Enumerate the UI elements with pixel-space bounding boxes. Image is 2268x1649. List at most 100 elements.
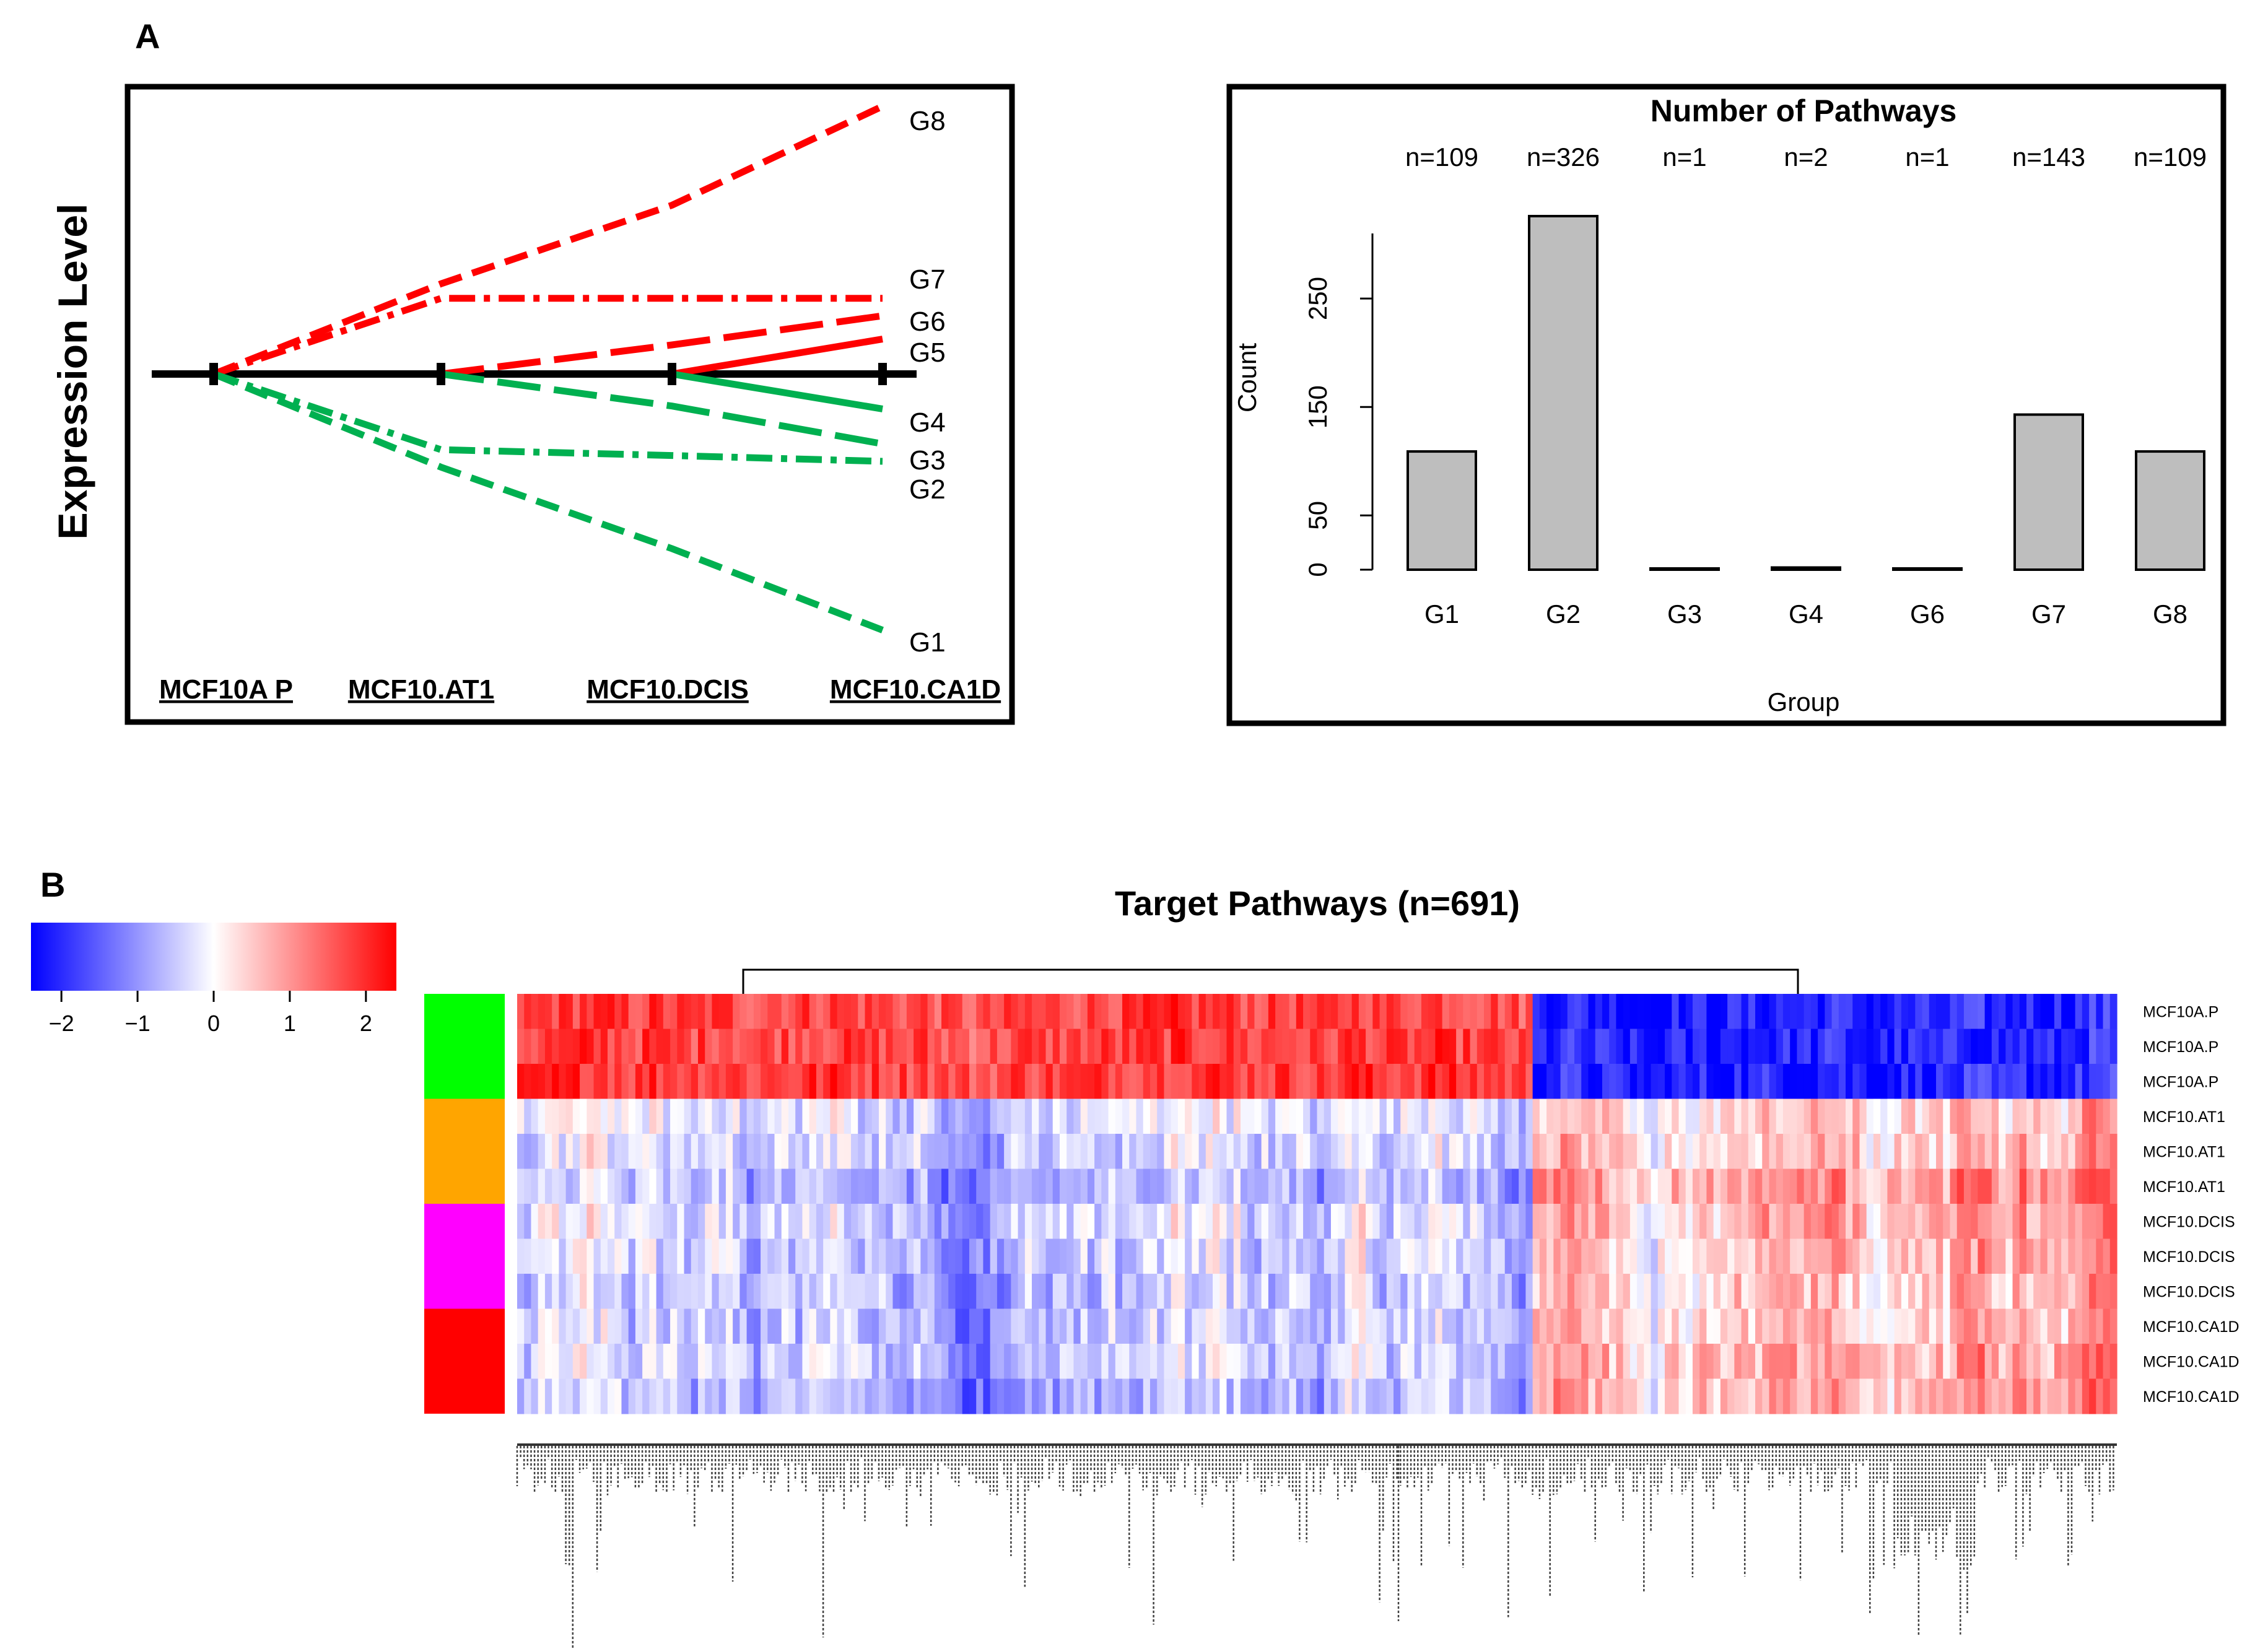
heatmap-cell: [927, 1029, 935, 1064]
heatmap-cell: [899, 1099, 907, 1134]
heatmap-cell: [1866, 1378, 1874, 1414]
heatmap-cell: [2012, 1274, 2020, 1310]
heatmap-cell: [934, 1099, 942, 1134]
heatmap-cell: [718, 1274, 726, 1310]
heatmap-cell: [1094, 994, 1102, 1030]
heatmap-cell: [1657, 1029, 1665, 1064]
row-group-mcf10-at1: [424, 1099, 505, 1204]
heatmap-cell: [1511, 1134, 1519, 1170]
heatmap-cell: [2089, 1378, 2096, 1414]
heatmap-cell: [656, 1064, 664, 1100]
heatmap-cell: [677, 1308, 685, 1344]
heatmap-cell: [1713, 1168, 1721, 1204]
heatmap-cell: [858, 994, 866, 1030]
heatmap-cell: [990, 1274, 998, 1310]
heatmap-cell: [1602, 994, 1610, 1030]
heatmap-cell: [1769, 1274, 1777, 1310]
heatmap-cell: [1205, 1099, 1213, 1134]
heatmap-cell: [1254, 1029, 1262, 1064]
heatmap-cell: [1991, 1344, 1999, 1380]
heatmap-cell: [851, 1204, 858, 1240]
heatmap-cell: [725, 1029, 733, 1064]
heatmap-cell: [1149, 1029, 1158, 1064]
heatmap-cell: [823, 1029, 831, 1064]
heatmap-cell: [1039, 1378, 1047, 1414]
heatmap-cell: [1129, 1204, 1137, 1240]
heatmap-cell: [892, 1099, 901, 1134]
heatmap-cell: [1511, 1099, 1519, 1134]
heatmap-cell: [1978, 1064, 1986, 1100]
heatmap-cell: [718, 1064, 726, 1100]
heatmap-cell: [1122, 1378, 1130, 1414]
heatmap-cell: [1776, 1204, 1784, 1240]
heatmap-cell: [1803, 1134, 1812, 1170]
heatmap-cell: [1539, 1274, 1547, 1310]
heatmap-cell: [962, 1378, 970, 1414]
heatmap-cell: [559, 1029, 567, 1064]
series-label-g8: G8: [909, 106, 946, 136]
heatmap-cell: [1720, 1274, 1728, 1310]
heatmap-cell: [1032, 1134, 1039, 1170]
heatmap-cell: [1456, 1274, 1463, 1310]
heatmap-cell: [1024, 994, 1032, 1030]
heatmap-cell: [823, 1134, 831, 1170]
heatmap-cell: [2109, 1168, 2118, 1204]
heatmap-cell: [587, 1274, 595, 1310]
heatmap-cell: [2068, 1378, 2076, 1414]
heatmap-cell: [1852, 1238, 1860, 1274]
heatmap-cell: [1908, 1344, 1916, 1380]
heatmap-cell: [1484, 1204, 1491, 1240]
heatmap-cell: [1567, 1344, 1575, 1380]
heatmap-cell: [795, 1099, 803, 1134]
heatmap-cell: [941, 1308, 949, 1344]
heatmap-cell: [1080, 1238, 1088, 1274]
heatmap-cell: [1748, 1099, 1756, 1134]
heatmap-cell: [1470, 1064, 1478, 1100]
heatmap-cell: [1233, 1134, 1241, 1170]
heatmap-cell: [1198, 1274, 1206, 1310]
heatmap-cell: [1233, 1378, 1241, 1414]
heatmap-cell: [1338, 1274, 1346, 1310]
heatmap-cell: [1519, 1134, 1527, 1170]
heatmap-cell: [1963, 1168, 1971, 1204]
heatmap-cell: [761, 1134, 768, 1170]
heatmap-cell: [1846, 1064, 1853, 1100]
heatmap-cell: [934, 1204, 942, 1240]
heatmap-cell: [593, 1378, 601, 1414]
heatmap-cell: [1324, 1099, 1332, 1134]
heatmap-cell: [871, 1029, 879, 1064]
heatmap-cell: [544, 1029, 552, 1064]
heatmap-cell: [983, 1378, 991, 1414]
heatmap-cell: [1713, 1344, 1721, 1380]
heatmap-cell: [1532, 1274, 1540, 1310]
heatmap-cell: [1275, 1029, 1283, 1064]
heatmap-cell: [1852, 1099, 1860, 1134]
heatmap-cell: [656, 1168, 664, 1204]
heatmap-cell: [1727, 1064, 1735, 1100]
heatmap-cell: [886, 1029, 894, 1064]
heatmap-cell: [2075, 1134, 2083, 1170]
heatmap-cell: [1929, 1168, 1937, 1204]
heatmap-cell: [1366, 1308, 1373, 1344]
heatmap-cell: [1651, 1274, 1659, 1310]
heatmap-cell: [1880, 1204, 1888, 1240]
heatmap-cell: [733, 1274, 740, 1310]
heatmap-cell: [733, 1099, 740, 1134]
heatmap-cell: [830, 1029, 838, 1064]
heatmap-cell: [1999, 1134, 2006, 1170]
heatmap-cell: [761, 1168, 768, 1204]
heatmap-cell: [1706, 1029, 1714, 1064]
heatmap-cell: [1838, 1378, 1846, 1414]
heatmap-cell: [1859, 1344, 1867, 1380]
heatmap-cell: [1024, 1378, 1032, 1414]
heatmap-cell: [1755, 1308, 1763, 1344]
heatmap-cell: [1261, 1308, 1269, 1344]
heatmap-cell: [524, 1308, 532, 1344]
heatmap-cell: [2109, 1378, 2118, 1414]
heatmap-cell: [635, 1099, 643, 1134]
heatmap-cell: [1115, 1204, 1123, 1240]
heatmap-cell: [2026, 1029, 2034, 1064]
heatmap-cell: [753, 1344, 761, 1380]
heatmap-cell: [1629, 1029, 1638, 1064]
heatmap-cell: [1651, 1134, 1659, 1170]
